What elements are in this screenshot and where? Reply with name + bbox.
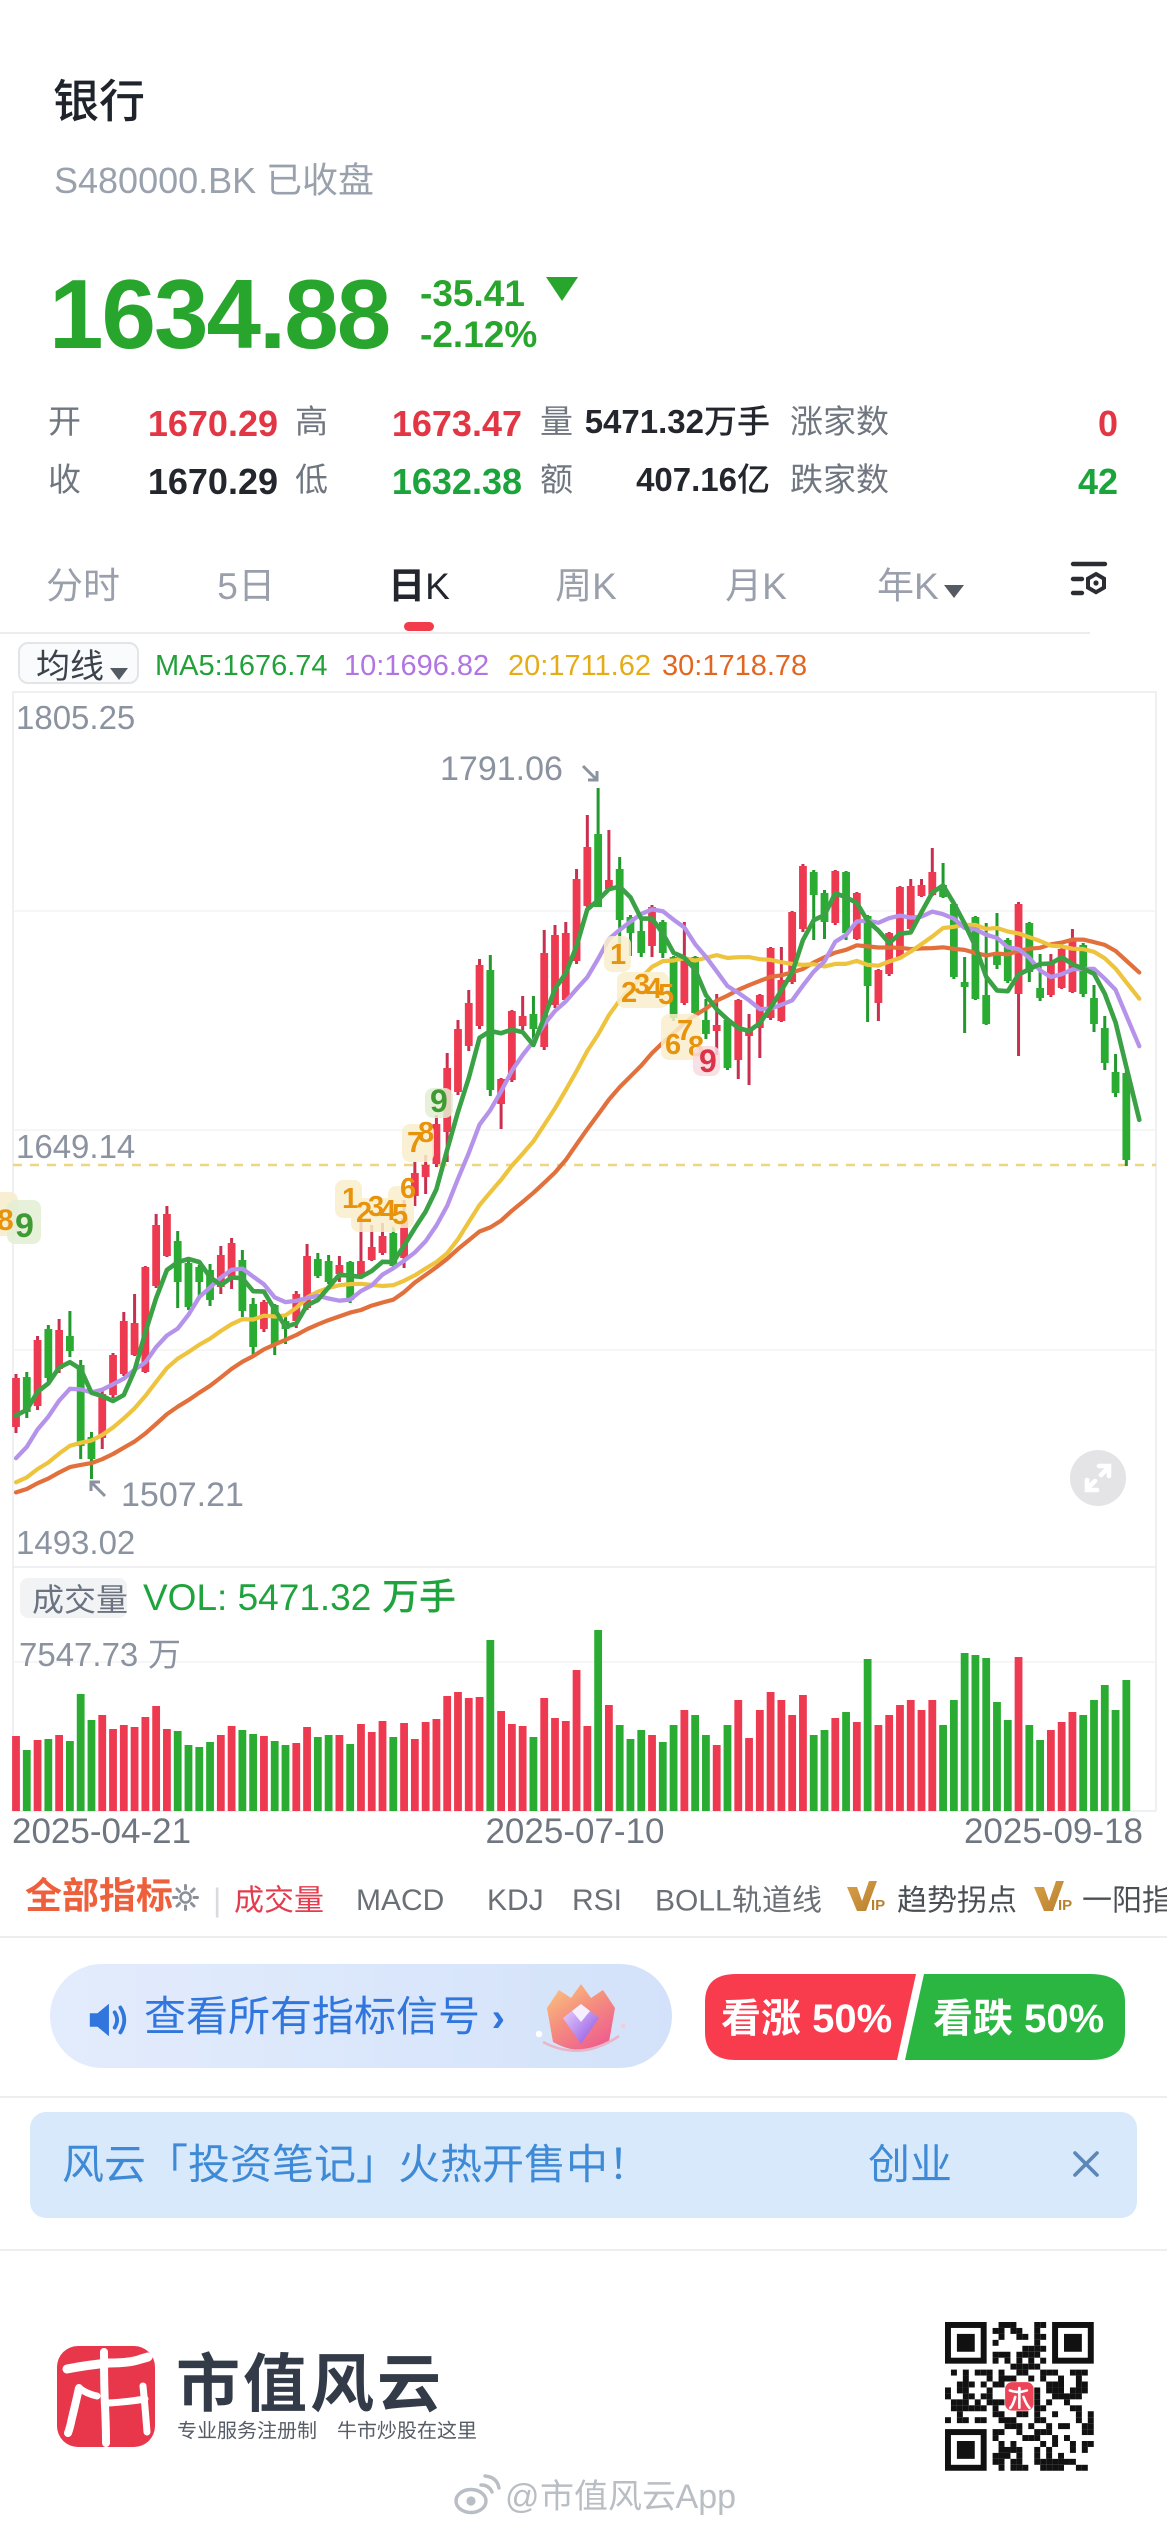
svg-text:9: 9 <box>430 1083 448 1119</box>
svg-text:3: 3 <box>634 969 650 1001</box>
svg-text:5: 5 <box>392 1199 408 1231</box>
svg-text:IP: IP <box>871 1897 885 1914</box>
svg-text:1507.21: 1507.21 <box>121 1476 244 1514</box>
svg-text:1: 1 <box>610 939 626 971</box>
svg-text:1805.25: 1805.25 <box>16 699 135 736</box>
svg-text:9: 9 <box>699 1043 717 1079</box>
svg-text:1493.02: 1493.02 <box>16 1524 135 1561</box>
svg-text:2: 2 <box>356 1197 372 1229</box>
svg-text:8: 8 <box>0 1204 14 1237</box>
svg-text:IP: IP <box>1058 1897 1072 1914</box>
svg-text:7: 7 <box>407 1127 423 1159</box>
svg-text:2025-09-18: 2025-09-18 <box>964 1812 1143 1851</box>
svg-text:7547.73: 7547.73 <box>19 1636 138 1673</box>
svg-text:4: 4 <box>380 1195 396 1227</box>
svg-text:2025-07-10: 2025-07-10 <box>485 1812 664 1851</box>
svg-text:3: 3 <box>368 1191 384 1223</box>
svg-text:2025-04-21: 2025-04-21 <box>12 1812 191 1851</box>
svg-text:4: 4 <box>646 973 662 1005</box>
svg-text:1649.14: 1649.14 <box>16 1128 135 1165</box>
svg-text:1: 1 <box>342 1183 358 1215</box>
svg-text:2: 2 <box>621 977 637 1009</box>
svg-text:6: 6 <box>400 1173 416 1205</box>
svg-text:5: 5 <box>658 979 674 1011</box>
svg-text:9: 9 <box>15 1207 34 1245</box>
svg-text:8: 8 <box>418 1117 434 1149</box>
svg-text:6: 6 <box>665 1029 681 1061</box>
svg-text:1791.06: 1791.06 <box>440 750 563 788</box>
svg-text:7: 7 <box>677 1015 693 1047</box>
